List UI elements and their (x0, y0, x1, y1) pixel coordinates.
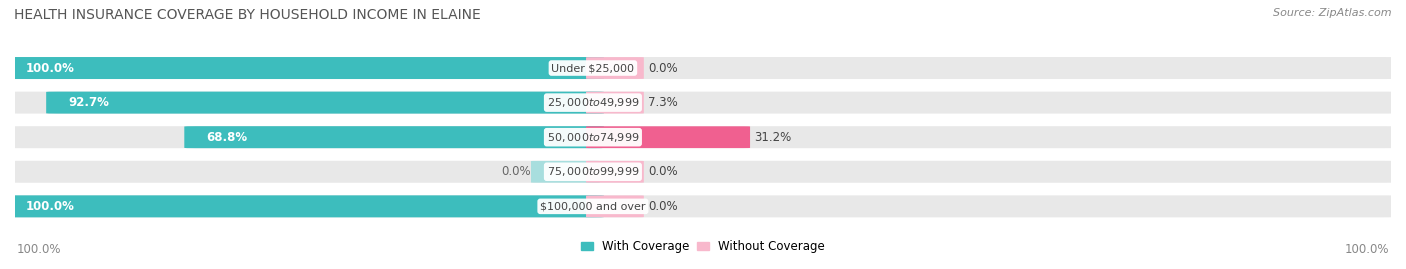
FancyBboxPatch shape (184, 126, 605, 148)
FancyBboxPatch shape (46, 92, 605, 114)
FancyBboxPatch shape (586, 92, 644, 114)
Legend: With Coverage, Without Coverage: With Coverage, Without Coverage (576, 235, 830, 258)
Text: HEALTH INSURANCE COVERAGE BY HOUSEHOLD INCOME IN ELAINE: HEALTH INSURANCE COVERAGE BY HOUSEHOLD I… (14, 8, 481, 22)
Text: $25,000 to $49,999: $25,000 to $49,999 (547, 96, 640, 109)
FancyBboxPatch shape (4, 57, 605, 79)
FancyBboxPatch shape (11, 92, 1395, 114)
Text: 100.0%: 100.0% (25, 62, 75, 75)
Text: 68.8%: 68.8% (207, 131, 247, 144)
Text: $50,000 to $74,999: $50,000 to $74,999 (547, 131, 640, 144)
Text: 31.2%: 31.2% (754, 131, 792, 144)
FancyBboxPatch shape (11, 126, 1395, 148)
Text: 0.0%: 0.0% (502, 165, 531, 178)
FancyBboxPatch shape (11, 161, 1395, 183)
FancyBboxPatch shape (586, 126, 749, 148)
FancyBboxPatch shape (4, 195, 605, 217)
Text: 100.0%: 100.0% (17, 243, 62, 256)
Text: 92.7%: 92.7% (69, 96, 110, 109)
FancyBboxPatch shape (531, 161, 600, 183)
FancyBboxPatch shape (586, 161, 644, 183)
Text: 0.0%: 0.0% (648, 165, 678, 178)
Text: $100,000 and over: $100,000 and over (540, 201, 645, 211)
FancyBboxPatch shape (11, 195, 1395, 217)
Text: 7.3%: 7.3% (648, 96, 678, 109)
Text: 0.0%: 0.0% (648, 200, 678, 213)
Text: 0.0%: 0.0% (648, 62, 678, 75)
Text: Source: ZipAtlas.com: Source: ZipAtlas.com (1274, 8, 1392, 18)
Text: Under $25,000: Under $25,000 (551, 63, 634, 73)
FancyBboxPatch shape (586, 196, 644, 217)
FancyBboxPatch shape (11, 57, 1395, 79)
FancyBboxPatch shape (586, 57, 644, 79)
Text: 100.0%: 100.0% (1344, 243, 1389, 256)
Text: $75,000 to $99,999: $75,000 to $99,999 (547, 165, 640, 178)
Text: 100.0%: 100.0% (25, 200, 75, 213)
